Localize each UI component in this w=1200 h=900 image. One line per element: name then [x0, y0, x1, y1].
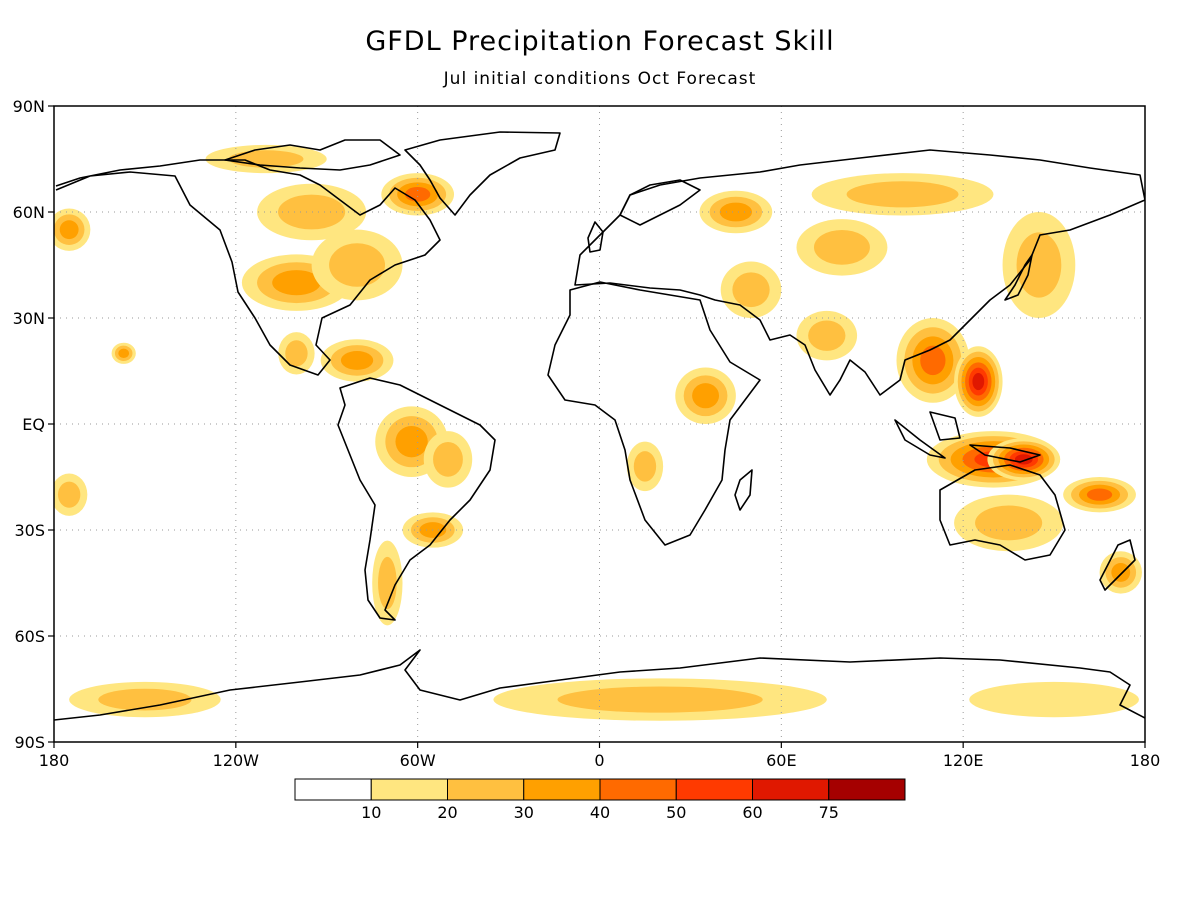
skill-region-17-level-2 — [732, 272, 770, 308]
coast-new-zealand — [1099, 539, 1136, 591]
colorbar-swatch — [447, 778, 525, 801]
skill-region-0-level-3 — [272, 270, 321, 296]
graticule — [54, 106, 1145, 742]
lon-tick-label: 120E — [943, 751, 984, 770]
skill-region-18-level-2 — [846, 181, 959, 208]
lat-tick-label: 90N — [13, 97, 45, 116]
colorbar-label: 20 — [437, 803, 457, 822]
coast-south-america — [337, 377, 496, 621]
map-subtitle: Jul initial conditions Oct Forecast — [443, 69, 757, 89]
coast-uk — [587, 221, 604, 253]
skill-region-2-level-2 — [278, 194, 346, 230]
skill-region-6-level-3 — [59, 220, 79, 240]
lon-axis: 180 120W 60W 0 60E 120E 180 — [39, 742, 1161, 770]
lat-tick-label: 60S — [14, 627, 45, 646]
skill-region-20-level-2 — [808, 320, 846, 351]
colorbar-swatch — [294, 778, 372, 801]
skill-region-1-level-2 — [329, 243, 386, 287]
skill-region-3-level-4 — [405, 186, 431, 202]
colorbar-label: 50 — [666, 803, 686, 822]
skill-region-30-level-1 — [969, 681, 1139, 718]
colorbar-label: 40 — [590, 803, 610, 822]
lat-tick-label: EQ — [22, 415, 45, 434]
coastlines — [54, 131, 1145, 721]
skill-region-9-level-3 — [395, 425, 428, 458]
lat-tick-label: 30N — [13, 309, 45, 328]
colorbar-swatch — [675, 778, 753, 801]
lon-tick-label: 180 — [1130, 751, 1161, 770]
skill-region-7-level-3 — [340, 350, 374, 370]
colorbar-label: 10 — [361, 803, 381, 822]
lon-tick-label: 60E — [766, 751, 796, 770]
skill-region-26-level-2 — [975, 505, 1043, 541]
lat-tick-label: 60N — [13, 203, 45, 222]
lat-tick-label: 90S — [14, 733, 45, 752]
coast-madagascar — [734, 469, 753, 511]
skill-region-15-level-2 — [633, 451, 657, 482]
skill-region-19-level-2 — [813, 229, 870, 265]
coast-arctic-islands — [224, 139, 401, 171]
skill-region-10-level-2 — [433, 441, 463, 477]
colorbar-swatch — [523, 778, 601, 801]
skill-region-25-level-4 — [1086, 488, 1113, 501]
skill-region-29-level-2 — [557, 686, 763, 713]
lon-tick-label: 0 — [594, 751, 604, 770]
lon-tick-label: 120W — [213, 751, 260, 770]
lon-tick-label: 180 — [39, 751, 70, 770]
coast-scandinavia — [619, 179, 701, 226]
coast-north-america — [55, 159, 441, 376]
skill-region-31-level-2 — [98, 688, 192, 711]
lat-tick-label: 30S — [14, 521, 45, 540]
skill-region-5-level-3 — [118, 348, 130, 359]
coast-indonesia — [894, 411, 1041, 463]
skill-region-28-level-3 — [1111, 562, 1131, 582]
colorbar-swatch — [370, 778, 448, 801]
skill-region-22-level-6 — [972, 373, 985, 391]
skill-region-21-level-4 — [920, 345, 946, 376]
coast-antarctica — [54, 649, 1145, 721]
colorbar-swatch — [828, 778, 906, 801]
colorbar: 10 20 30 40 50 60 75 — [294, 778, 906, 822]
colorbar-label: 60 — [742, 803, 762, 822]
map-title: GFDL Precipitation Forecast Skill — [365, 26, 835, 57]
lat-axis: 90N 60N 30N EQ 30S 60S 90S — [13, 97, 54, 752]
lon-tick-label: 60W — [400, 751, 436, 770]
skill-region-8-level-2 — [285, 340, 308, 367]
coast-greenland — [404, 131, 561, 216]
skill-shading — [54, 144, 1142, 721]
coast-australia — [939, 464, 1066, 561]
coast-europe-asia — [574, 149, 1145, 396]
coast-japan — [1004, 254, 1033, 301]
colorbar-label: 75 — [819, 803, 839, 822]
skill-region-27-level-2 — [1016, 232, 1062, 298]
coast-eurasia-africa — [547, 281, 761, 546]
skill-region-16-level-3 — [719, 202, 753, 222]
skill-region-12-level-2 — [378, 556, 397, 610]
skill-region-14-level-3 — [692, 383, 720, 409]
colorbar-swatch — [752, 778, 830, 801]
colorbar-swatch — [599, 778, 677, 801]
skill-region-13-level-2 — [57, 481, 81, 508]
colorbar-label: 30 — [514, 803, 534, 822]
